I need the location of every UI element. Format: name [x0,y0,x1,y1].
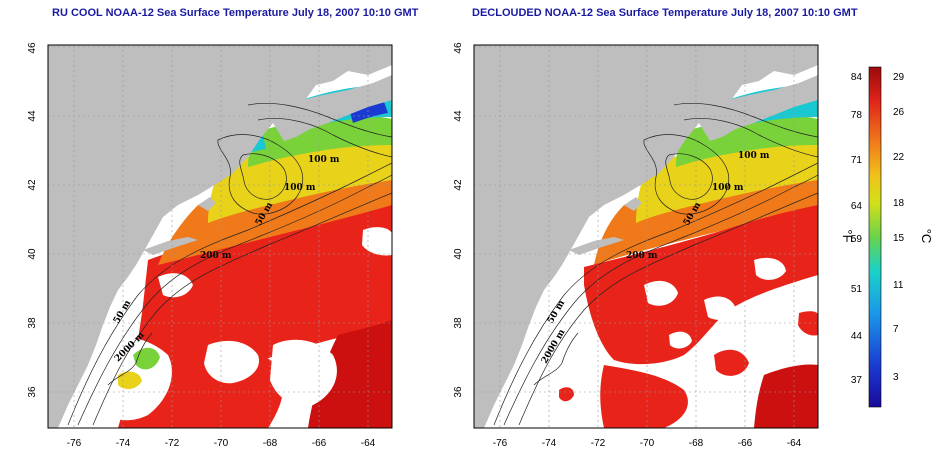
x-tick-label: -76 [493,438,508,449]
fahrenheit-tick: 71 [851,155,863,166]
y-tick-label: 44 [453,110,464,122]
right-x-axis: -76 -74 -72 -70 -68 -66 -64 [493,438,802,449]
y-tick-label: 38 [453,317,464,329]
celsius-ticks: 29 26 22 18 15 11 7 3 [893,72,905,383]
fahrenheit-tick: 51 [851,284,863,295]
x-tick-label: -72 [591,438,606,449]
celsius-tick: 11 [893,280,904,291]
temperature-colorbar: 84 78 71 64 59 51 44 37 29 26 22 18 15 1… [840,66,934,408]
left-x-axis: -76 -74 -72 -70 -68 -66 -64 [67,438,376,449]
contour-label: 100 m [712,183,744,193]
fahrenheit-tick: 59 [851,234,863,245]
celsius-tick: 7 [893,324,899,335]
right-y-axis: 36 38 40 42 44 46 [453,42,464,398]
y-tick-label: 36 [27,386,38,398]
fahrenheit-tick: 78 [851,110,863,121]
celsius-tick: 18 [893,198,905,209]
contour-label: 200 m [200,251,232,261]
fahrenheit-tick: 37 [851,375,863,386]
x-tick-label: -66 [312,438,327,449]
left-y-axis: 36 38 40 42 44 46 [27,42,38,398]
x-tick-label: -76 [67,438,82,449]
x-tick-label: -68 [263,438,278,449]
fahrenheit-tick: 84 [851,72,863,83]
x-tick-label: -70 [214,438,229,449]
contour-label: 100 m [308,155,340,165]
y-tick-label: 36 [453,386,464,398]
x-tick-label: -74 [542,438,557,449]
y-tick-label: 42 [453,179,464,191]
left-map-title: RU COOL NOAA-12 Sea Surface Temperature … [52,7,419,19]
fahrenheit-tick: 44 [851,331,863,342]
celsius-tick: 29 [893,72,905,83]
x-tick-label: -64 [787,438,802,449]
y-tick-label: 42 [27,179,38,191]
x-tick-label: -68 [689,438,704,449]
y-tick-label: 38 [27,317,38,329]
right-map-title: DECLOUDED NOAA-12 Sea Surface Temperatur… [472,7,858,19]
celsius-tick: 22 [893,152,905,163]
celsius-tick: 3 [893,372,899,383]
x-tick-label: -72 [165,438,180,449]
y-tick-label: 40 [453,248,464,260]
fahrenheit-unit-label: °F [840,229,855,242]
x-tick-label: -66 [738,438,753,449]
x-tick-label: -74 [116,438,131,449]
celsius-tick: 26 [893,107,905,118]
x-tick-label: -70 [640,438,655,449]
celsius-unit-label: °C [919,229,934,244]
contour-label: 200 m [626,251,658,261]
contour-label: 100 m [738,151,770,161]
contour-label: 100 m [284,183,316,193]
x-tick-label: -64 [361,438,376,449]
y-tick-label: 40 [27,248,38,260]
fahrenheit-ticks: 84 78 71 64 59 51 44 37 [851,72,863,386]
right-map-panel [473,44,819,429]
fahrenheit-tick: 64 [851,201,863,212]
left-map-panel [47,44,393,429]
y-tick-label: 44 [27,110,38,122]
y-tick-label: 46 [453,42,464,54]
y-tick-label: 46 [27,42,38,54]
celsius-tick: 15 [893,233,905,244]
